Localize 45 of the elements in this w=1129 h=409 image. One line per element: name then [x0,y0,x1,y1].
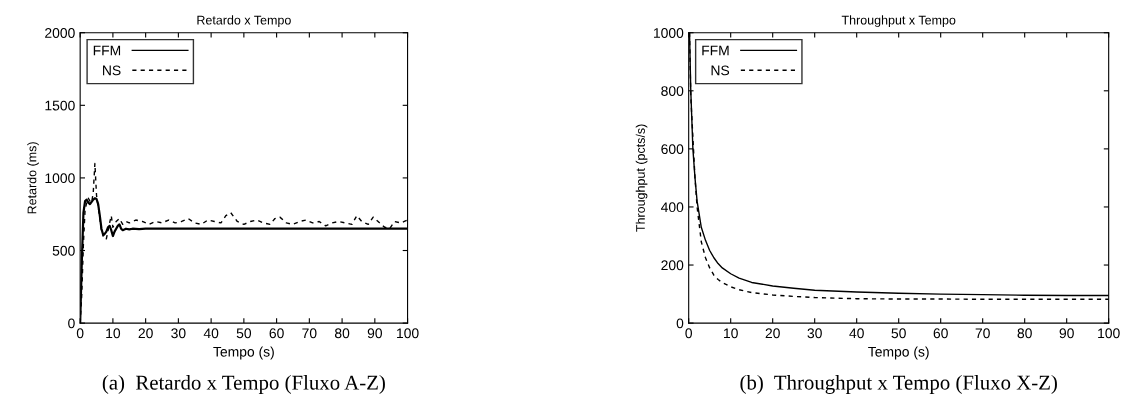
x-tick-label: 40 [203,328,219,339]
x-tick-label: 70 [975,328,990,339]
x-tick-label: 20 [138,328,153,339]
y-tick-label: 0 [676,318,684,329]
x-tick-label: 10 [724,328,738,339]
legend-label: NS [711,65,730,76]
y-tick-label: 1500 [45,100,75,111]
y-tick-label: 600 [661,144,684,155]
x-tick-label: 90 [1059,328,1074,339]
y-tick-label: 500 [52,245,75,256]
legend-label: FFM [93,45,121,56]
x-tick-label: 20 [765,328,780,339]
x-tick-label: 80 [1017,328,1032,339]
y-tick-label: 200 [661,260,684,271]
chart-title: Retardo x Tempo [197,15,291,27]
x-axis-title: Tempo (s) [213,346,274,360]
x-tick-label: 60 [933,328,948,339]
x-tick-label: 10 [106,328,121,339]
y-tick-label: 400 [660,202,684,213]
x-tick-label: 60 [269,328,284,339]
y-axis-title: Throughput (pcts/s) [635,124,648,232]
x-tick-label: 30 [171,328,186,339]
legend-label: FFM [702,45,729,56]
y-tick-label: 1000 [45,173,75,184]
x-tick-label: 30 [807,328,822,339]
text: (a) Retardo x Tempo (Fluxo A-Z) [102,375,385,394]
x-tick-label: 0 [76,328,84,339]
text: (b) Throughput x Tempo (Fluxo X-Z) [740,374,1057,394]
y-tick-label: 2000 [45,28,75,38]
legend-label: NS [103,65,121,76]
x-axis-title: Tempo (s) [868,346,929,360]
x-tick-label: 0 [685,328,693,339]
y-axis-title: Retardo (ms) [27,142,39,214]
y-tick-label: 800 [661,86,684,96]
x-tick-label: 50 [236,328,252,339]
x-tick-label: 50 [891,328,906,339]
x-tick-label: 100 [1098,328,1120,339]
x-tick-label: 70 [302,328,317,339]
x-tick-label: 100 [397,328,419,339]
chart-title: Throughput x Tempo [841,15,956,27]
x-tick-label: 90 [367,328,383,339]
y-tick-label: 1000 [653,28,684,38]
y-tick-label: 0 [68,318,75,329]
x-tick-label: 40 [849,328,864,339]
x-tick-label: 80 [334,328,350,339]
